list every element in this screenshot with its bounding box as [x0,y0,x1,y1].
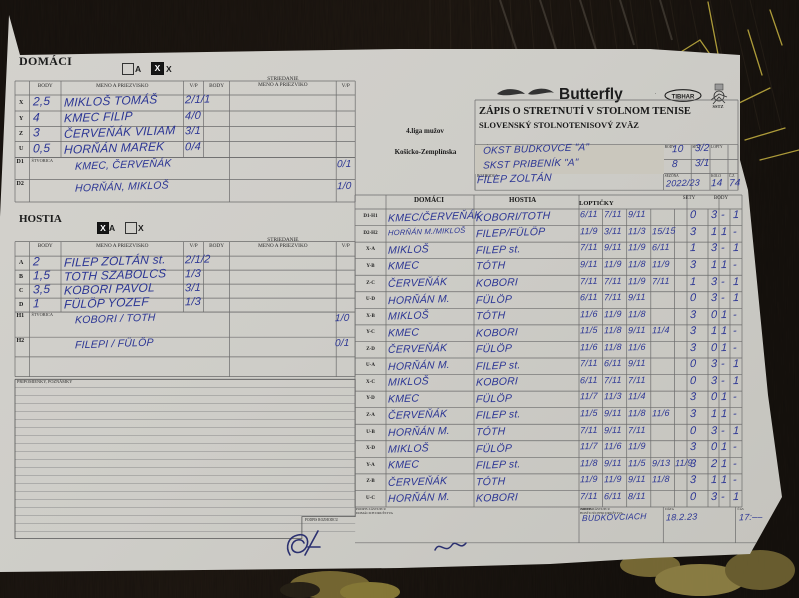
svg-text:Butterfly: Butterfly [559,86,623,103]
svg-text:.: . [655,90,656,96]
svg-text:TIBHAR: TIBHAR [672,94,695,100]
